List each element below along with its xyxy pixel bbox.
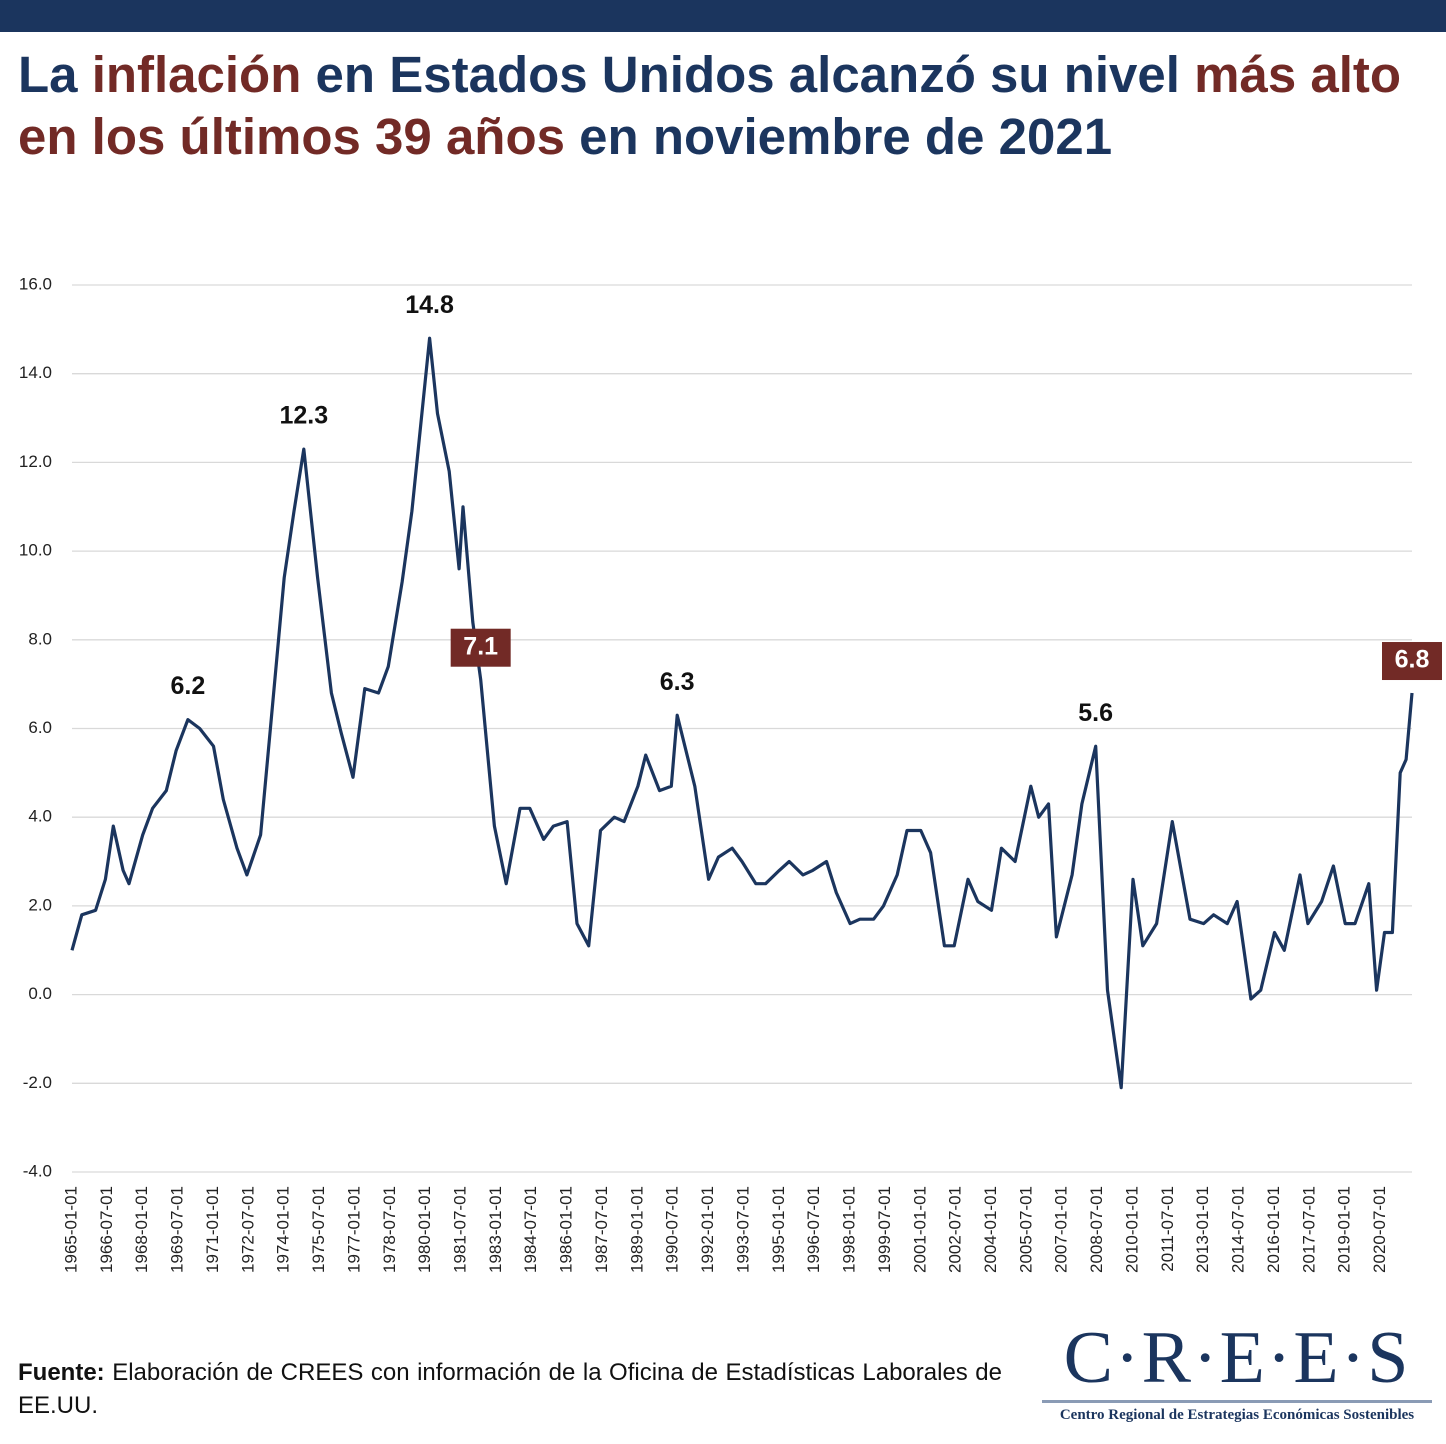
y-tick-label: 4.0 <box>28 807 52 826</box>
annotation: 12.3 <box>280 402 329 430</box>
top-bar <box>0 0 1446 32</box>
y-tick-label: 0.0 <box>28 984 52 1003</box>
x-tick-label: 1974-01-01 <box>274 1186 293 1273</box>
x-tick-label: 1968-01-01 <box>132 1186 151 1273</box>
annotation: 14.8 <box>405 291 454 319</box>
x-tick-label: 1984-07-01 <box>521 1186 540 1273</box>
y-tick-label: 8.0 <box>28 629 52 648</box>
x-tick-label: 1996-07-01 <box>804 1186 823 1273</box>
logo-name: C·R·E·E·S <box>1063 1317 1411 1399</box>
x-tick-label: 1981-07-01 <box>451 1186 470 1273</box>
x-tick-label: 2002-07-01 <box>946 1186 965 1273</box>
x-tick-label: 1986-01-01 <box>557 1186 576 1273</box>
x-tick-label: 1972-07-01 <box>238 1186 257 1273</box>
y-tick-label: 16.0 <box>19 274 52 293</box>
title-part: La <box>18 46 92 103</box>
y-tick-label: 12.0 <box>19 452 52 471</box>
x-tick-label: 2005-07-01 <box>1016 1186 1035 1273</box>
x-tick-label: 2011-07-01 <box>1158 1186 1177 1272</box>
annotation: 6.8 <box>1395 646 1430 674</box>
x-tick-label: 2008-07-01 <box>1087 1186 1106 1273</box>
logo: C·R·E·E·S Centro Regional de Estrategias… <box>1042 1318 1432 1424</box>
chart: -4.0 -2.0 0.0 2.0 4.0 6.0 8.0 10.0 12.0 14.0 16.0 1… <box>19 274 1442 1273</box>
annotation: 5.6 <box>1078 699 1113 727</box>
x-tick-label: 2001-01-01 <box>910 1186 929 1273</box>
x-tick-label: 2017-07-01 <box>1299 1186 1318 1273</box>
x-tick-label: 1978-07-01 <box>380 1186 399 1273</box>
x-tick-label: 1971-01-01 <box>203 1186 222 1273</box>
x-tick-label: 1977-01-01 <box>344 1186 363 1273</box>
x-tick-label: 2020-07-01 <box>1370 1186 1389 1273</box>
x-tick-label: 2016-01-01 <box>1264 1186 1283 1273</box>
y-tick-label: 14.0 <box>19 363 52 382</box>
logo-subtitle: Centro Regional de Estrategias Económica… <box>1059 1407 1415 1423</box>
x-tick-label: 1969-07-01 <box>168 1186 187 1273</box>
chart-title: La inflación en Estados Unidos alcanzó s… <box>18 44 1438 168</box>
x-tick-label: 2004-01-01 <box>981 1186 1000 1273</box>
x-tick-label: 2019-01-01 <box>1335 1186 1354 1273</box>
x-tick-label: 2007-01-01 <box>1052 1186 1071 1273</box>
line <box>70 336 1414 1090</box>
annotation: 6.3 <box>660 668 695 696</box>
x-tick-label: 2010-01-01 <box>1122 1186 1141 1273</box>
title-part: más alto en los últimos 39 años <box>18 46 1402 165</box>
x-tick-label: 1990-07-01 <box>663 1186 682 1273</box>
x-tick-label: 1999-07-01 <box>875 1186 894 1273</box>
source-note: Fuente: Elaboración de CREES con informa… <box>18 1356 1002 1422</box>
x-tick-label: 2014-07-01 <box>1229 1186 1248 1273</box>
y-tick-label: -2.0 <box>23 1073 52 1092</box>
source-text: Elaboración de CREES con información de … <box>18 1359 1002 1419</box>
y-tick-label: 2.0 <box>28 895 52 914</box>
annotation: 6.2 <box>171 672 206 700</box>
y-tick-label: 6.0 <box>28 718 52 737</box>
x-tick-label: 1992-01-01 <box>698 1186 717 1273</box>
title-part: inflación <box>91 46 302 103</box>
x-tick-label: 1993-07-01 <box>733 1186 752 1273</box>
title-part: en noviembre de 2021 <box>564 108 1113 165</box>
annotation-box <box>1382 642 1442 681</box>
x-tick-label: 1983-01-01 <box>486 1186 505 1273</box>
x-tick-label: 1995-01-01 <box>769 1186 788 1273</box>
x-tick-label: 1998-01-01 <box>840 1186 859 1273</box>
y-tick-label: -4.0 <box>23 1161 52 1180</box>
x-tick-label: 2013-01-01 <box>1193 1186 1212 1273</box>
annotation-box <box>450 628 511 667</box>
y-tick-label: 10.0 <box>19 541 52 560</box>
x-tick-label: 1989-01-01 <box>627 1186 646 1273</box>
title-part: en Estados Unidos alcanzó su nivel <box>301 46 1195 103</box>
x-tick-label: 1975-07-01 <box>309 1186 328 1273</box>
x-tick-label: 1965-01-01 <box>61 1186 80 1273</box>
x-tick-label: 1966-07-01 <box>97 1186 116 1273</box>
x-tick-label: 1980-01-01 <box>415 1186 434 1273</box>
source-label: Fuente: <box>18 1359 105 1386</box>
logo-rule <box>1042 1400 1432 1403</box>
annotation: 7.1 <box>463 632 498 660</box>
x-tick-label: 1987-07-01 <box>592 1186 611 1273</box>
